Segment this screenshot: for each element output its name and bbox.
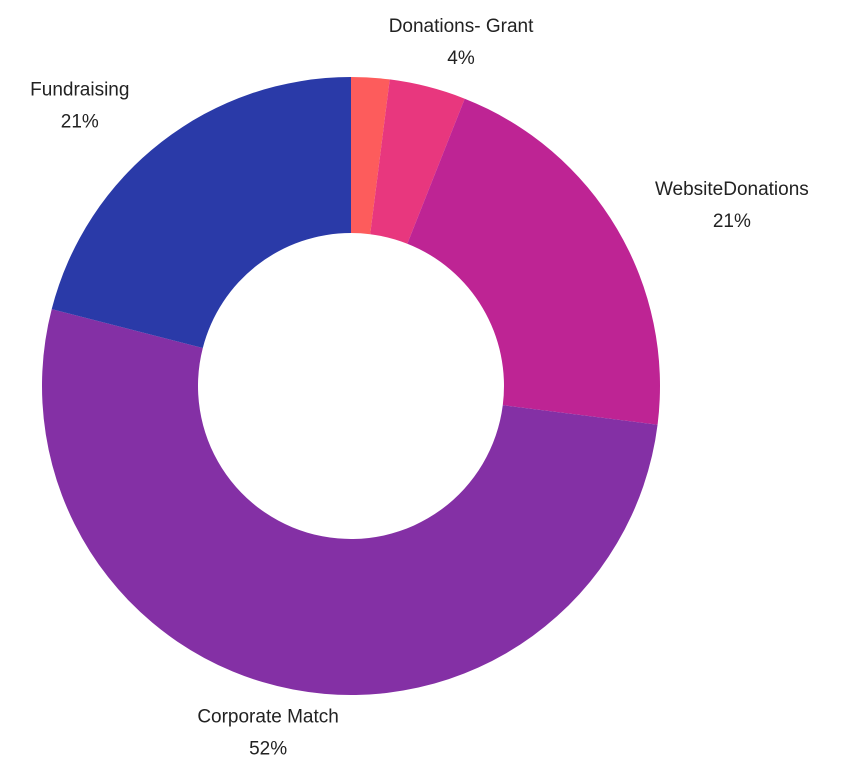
donut-slice: [51, 77, 352, 348]
donut-slice: [370, 79, 465, 244]
slice-label: WebsiteDonations: [655, 179, 809, 200]
slice-label: Fundraising: [30, 79, 129, 100]
slice-label: Donations- Grant: [389, 16, 534, 37]
slice-percent: 21%: [61, 111, 99, 132]
donut-slice: [41, 309, 658, 696]
slice-label: Corporate Match: [197, 707, 339, 728]
donut-slice: [407, 98, 660, 425]
slice-percent: 4%: [447, 48, 475, 69]
donut-slice: [351, 77, 390, 235]
slice-percent: 21%: [713, 211, 751, 232]
slice-percent: 52%: [249, 739, 287, 759]
